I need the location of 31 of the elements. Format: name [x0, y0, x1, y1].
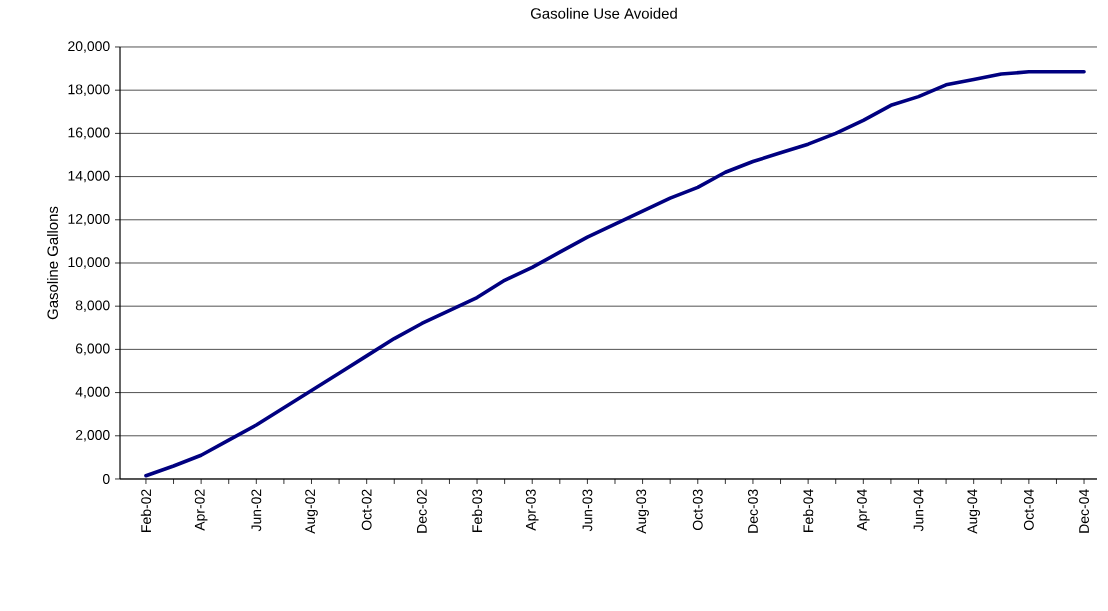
y-tick-label: 2,000 — [75, 430, 110, 442]
x-tick-label: Feb-04 — [803, 489, 814, 532]
x-tick-label: Feb-03 — [471, 489, 483, 532]
y-tick-label: 20,000 — [68, 41, 110, 53]
y-tick-label: 16,000 — [68, 127, 110, 140]
x-tick-label: Apr-04 — [856, 489, 870, 531]
x-tick-label: Aug-02 — [305, 489, 318, 534]
x-tick-label: Dec-04 — [1079, 489, 1089, 533]
x-tick-label: Jun-03 — [582, 489, 593, 532]
x-tick-label: Jun-04 — [913, 489, 924, 532]
x-tick-label: Dec-02 — [416, 489, 427, 533]
x-tick-label: Jun-02 — [251, 489, 262, 532]
x-tick-label: Apr-02 — [194, 489, 208, 531]
y-tick-label: 14,000 — [68, 170, 110, 183]
x-tick-label: Aug-04 — [967, 489, 980, 534]
y-tick-label: 12,000 — [68, 214, 110, 226]
y-tick-label: 0 — [102, 474, 110, 484]
y-tick-label: 6,000 — [75, 343, 110, 356]
chart-title: Gasoline Use Avoided — [530, 7, 677, 19]
x-tick-label: Oct-03 — [692, 489, 703, 531]
x-tick-label: Apr-03 — [525, 489, 539, 531]
y-axis-title: Gasoline Gallons — [47, 206, 58, 320]
x-tick-label: Feb-02 — [140, 489, 152, 532]
x-tick-label: Aug-03 — [636, 489, 649, 534]
y-tick-label: 8,000 — [75, 300, 110, 312]
y-tick-label: 10,000 — [68, 257, 110, 269]
y-tick-label: 4,000 — [75, 386, 110, 399]
y-tick-label: 18,000 — [68, 84, 110, 96]
x-tick-label: Oct-02 — [361, 489, 372, 531]
x-tick-label: Dec-03 — [748, 489, 758, 533]
x-tick-label: Oct-04 — [1023, 489, 1034, 531]
